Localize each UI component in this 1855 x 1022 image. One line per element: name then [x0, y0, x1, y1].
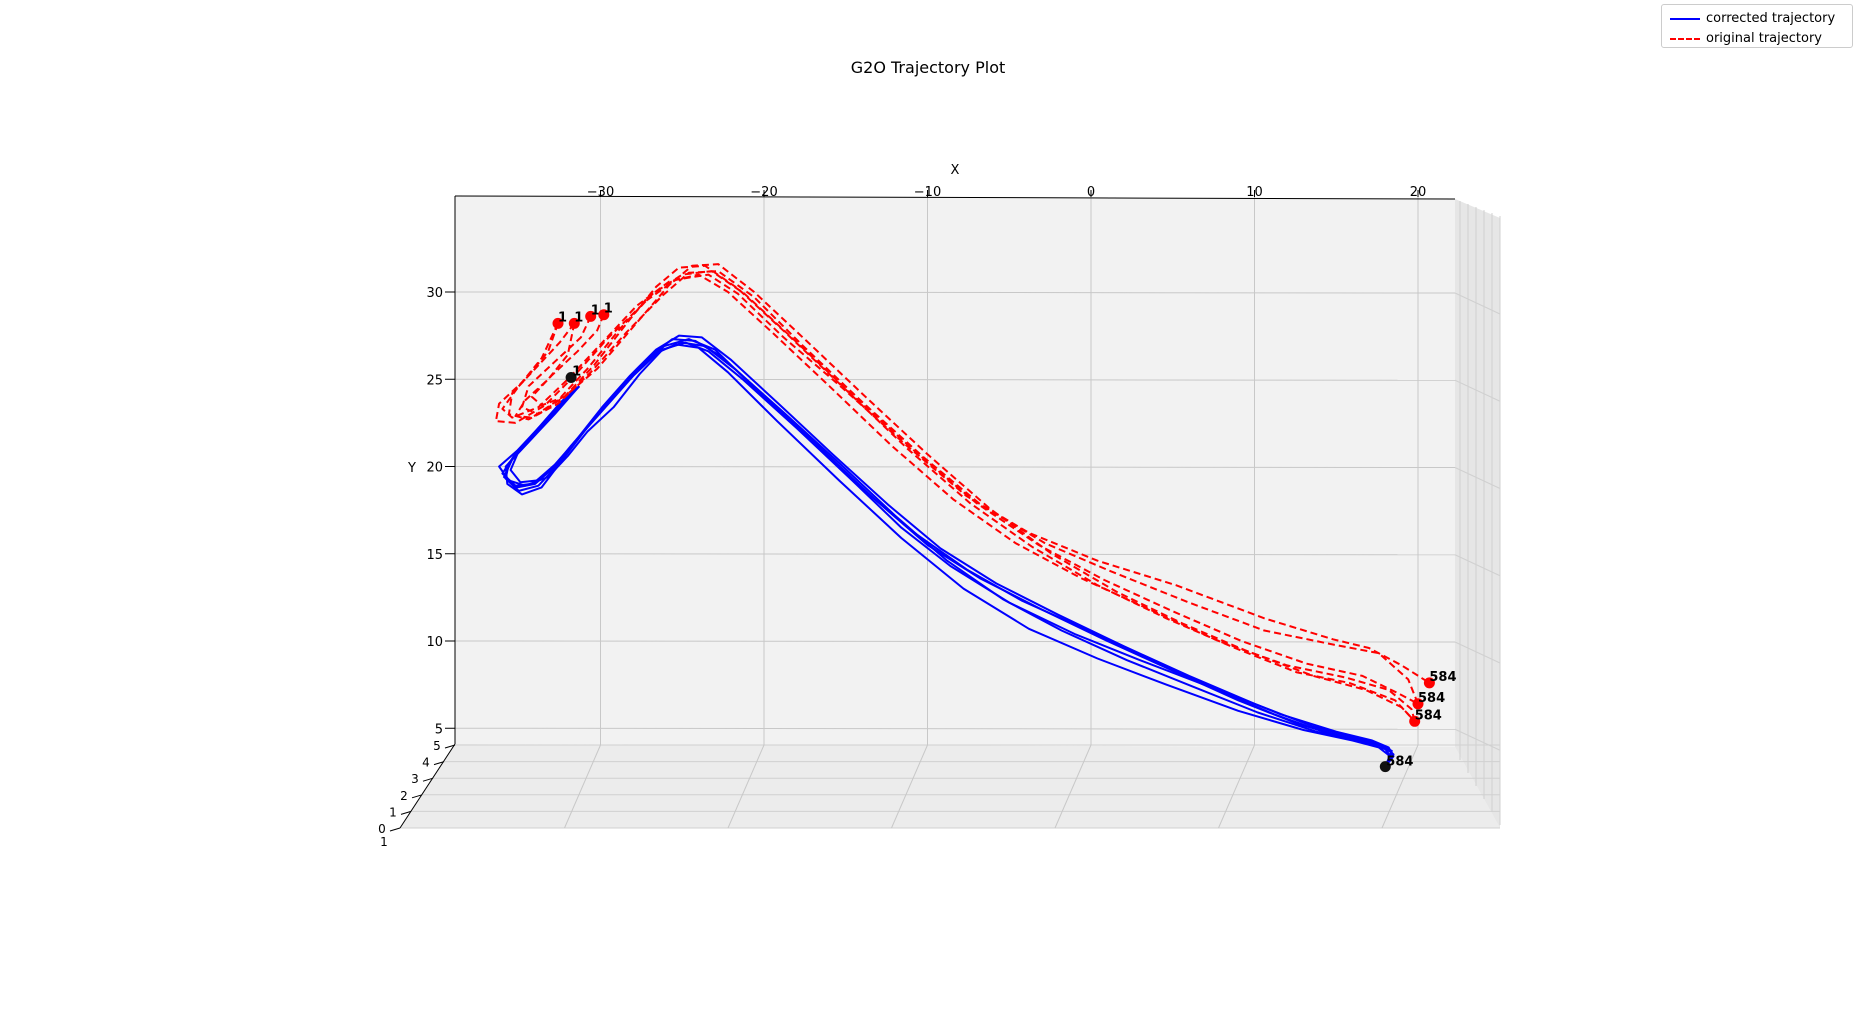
corrected-trajectory-line	[503, 343, 1392, 768]
original-end-marker	[1423, 677, 1435, 689]
original-start-marker	[598, 309, 610, 321]
chart-title: G2O Trajectory Plot	[851, 58, 1006, 77]
trajectory-lines	[494, 263, 1430, 768]
floor-grid-line	[1381, 744, 1419, 829]
z-axis-line	[399, 743, 456, 829]
original-start-marker-label: 1	[604, 302, 613, 317]
y-grid-line	[454, 378, 1456, 381]
legend-entry-corrected: corrected trajectory	[1662, 10, 1852, 28]
y-tick-label: 20	[426, 461, 443, 476]
z-tick-label: 1	[389, 805, 397, 819]
legend: corrected trajectory original trajectory	[1661, 4, 1853, 48]
floor-grid-line	[727, 744, 765, 829]
z-tick	[389, 827, 401, 832]
corrected-start-marker	[565, 372, 577, 383]
x-tick-label: −20	[750, 185, 777, 200]
floor-grid-line	[564, 744, 601, 829]
y-grid-line	[454, 727, 1456, 730]
y-axis-label: Y	[407, 461, 416, 476]
original-trajectory-line	[514, 270, 1419, 705]
y-grid-line	[454, 466, 1456, 468]
z-tick-label: 5	[433, 739, 441, 753]
z-tick	[422, 777, 434, 782]
legend-label-corrected: corrected trajectory	[1706, 11, 1836, 26]
legend-label-original: original trajectory	[1706, 31, 1822, 46]
corrected-trajectory-line	[509, 341, 1393, 768]
floor-grid-line	[1218, 744, 1255, 829]
z-tick-label: 4	[422, 756, 430, 770]
corrected-start-marker-label: 1	[572, 365, 581, 380]
z-extra-label: 1	[380, 835, 388, 849]
original-trajectory-line	[530, 263, 1416, 722]
back-pane	[455, 196, 1455, 747]
corrected-end-marker	[1379, 761, 1391, 773]
corrected-end-marker-label: 584	[1386, 755, 1413, 770]
x-axis-line	[454, 195, 1456, 200]
original-end-marker-label: 584	[1429, 670, 1456, 685]
floor-grid-line	[891, 744, 928, 829]
z-tick-label: 0	[378, 822, 386, 836]
z-tick	[433, 761, 445, 766]
x-tick-label: 20	[1410, 185, 1427, 200]
original-end-marker	[1409, 715, 1421, 727]
original-trajectory-line	[501, 273, 1416, 722]
legend-entry-original: original trajectory	[1662, 30, 1852, 48]
y-tick-label: 30	[426, 286, 443, 301]
y-tick-label: 5	[435, 722, 443, 737]
y-tick-label: 15	[426, 548, 443, 563]
z-tick-label: 2	[400, 789, 408, 803]
x-tick-label: −30	[587, 185, 614, 200]
original-start-marker	[568, 317, 580, 329]
original-end-marker-label: 584	[1418, 691, 1445, 706]
original-end-marker-label: 584	[1415, 708, 1442, 723]
floor-grid-line	[1054, 744, 1092, 829]
z-tick-label: 3	[411, 772, 419, 786]
original-start-marker	[585, 310, 597, 322]
original-start-marker	[552, 317, 564, 329]
original-start-marker-label: 1	[591, 303, 600, 318]
y-grid-line	[454, 640, 1456, 643]
side-pane	[1455, 199, 1500, 828]
z-tick	[400, 810, 412, 815]
floor-pane	[400, 744, 1500, 828]
x-axis-label: X	[951, 163, 960, 178]
original-start-marker-label: 1	[558, 310, 567, 325]
original-end-marker	[1412, 698, 1424, 710]
z-tick	[411, 794, 423, 799]
original-start-marker-label: 1	[574, 310, 583, 325]
axis-lines	[389, 190, 1456, 832]
z-tick	[444, 744, 456, 749]
x-tick-label: −10	[914, 185, 941, 200]
y-grid-line	[454, 553, 1456, 556]
original-trajectory-line	[494, 273, 1430, 684]
y-grid-line	[454, 291, 1456, 294]
legend-line-corrected	[1670, 18, 1700, 20]
y-tick-label: 10	[426, 635, 443, 650]
x-tick-label: 10	[1246, 185, 1263, 200]
x-tick-label: 0	[1087, 185, 1095, 200]
y-tick-label: 25	[426, 373, 443, 388]
grid-lines	[400, 197, 1501, 829]
legend-line-original	[1670, 38, 1700, 40]
